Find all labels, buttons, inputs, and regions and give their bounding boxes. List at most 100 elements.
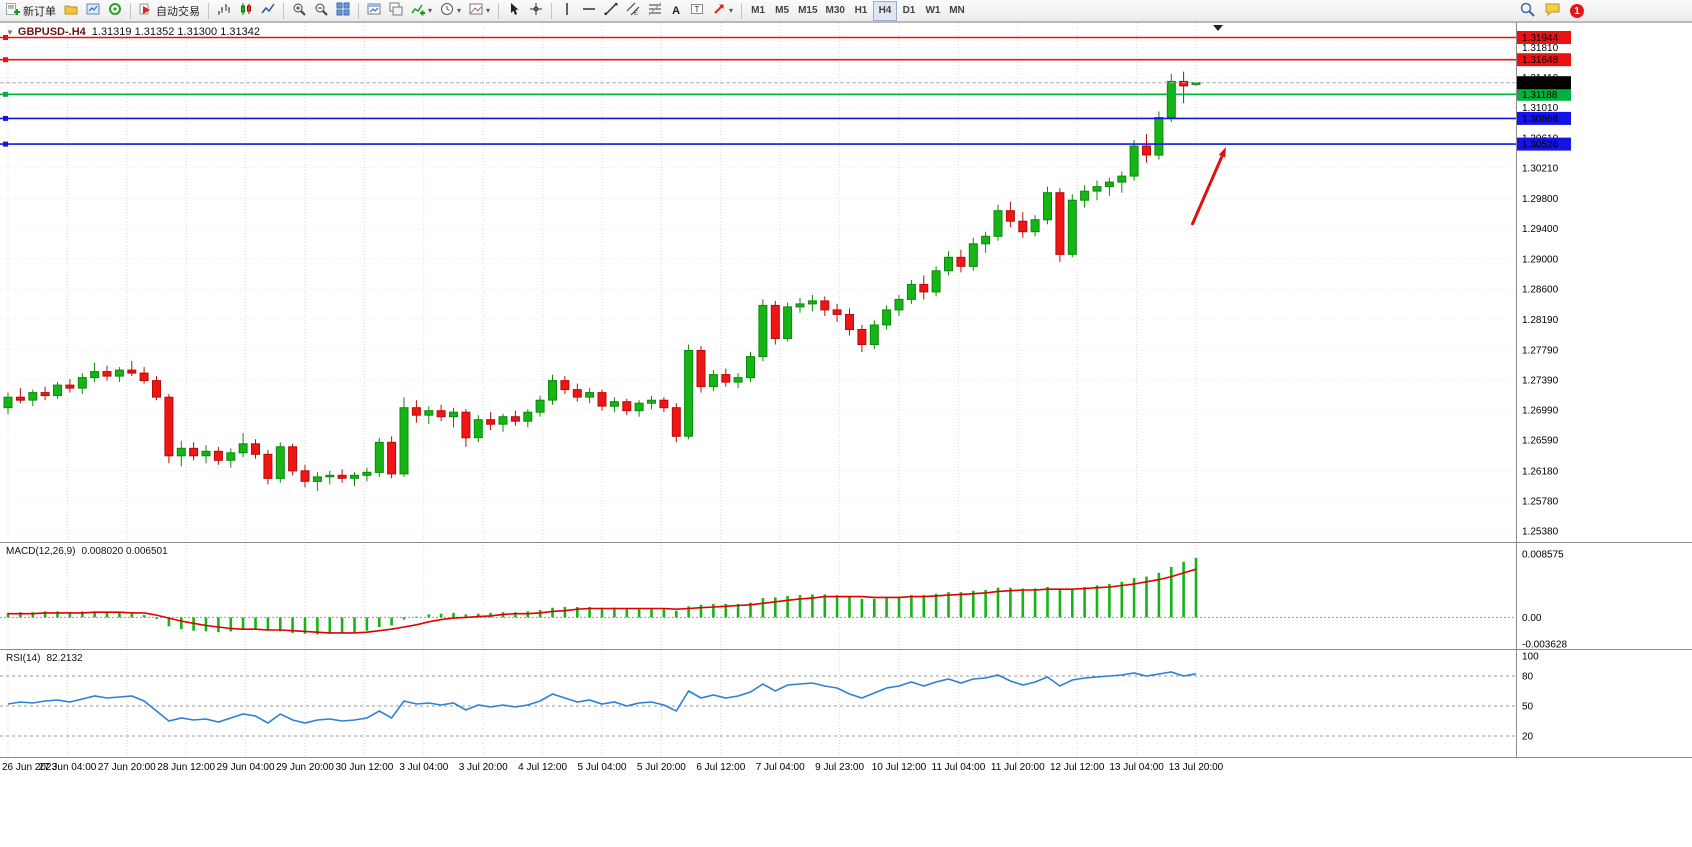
crosshair-tool-button[interactable]: [525, 1, 547, 21]
svg-text:1.30526: 1.30526: [1522, 140, 1559, 151]
crosshair-icon: [529, 2, 543, 19]
notification-badge[interactable]: 1: [1570, 4, 1584, 18]
hline-handle[interactable]: [3, 91, 8, 97]
search-icon[interactable]: [1520, 2, 1535, 20]
timeframe-button-w1[interactable]: W1: [921, 1, 945, 21]
macd-axis-label: -0.003628: [1522, 640, 1567, 651]
navigator-button[interactable]: [104, 1, 126, 21]
toolbar-separator: [208, 2, 209, 19]
svg-text:T: T: [695, 5, 700, 14]
vertical-line-tool-button[interactable]: [556, 1, 578, 21]
auto-trading-label: 自动交易: [156, 5, 200, 18]
hline-handle[interactable]: [3, 57, 8, 63]
horizontal-line-tool-button[interactable]: [578, 1, 600, 21]
timeframe-button-m1[interactable]: M1: [746, 1, 770, 21]
zoom-out-button[interactable]: [310, 1, 332, 21]
toolbar-right-group: 1: [1516, 0, 1584, 22]
arrows-tool-button[interactable]: ▾: [708, 1, 737, 21]
trendline-tool-button[interactable]: [600, 1, 622, 21]
time-axis-label: 4 Jul 12:00: [518, 762, 567, 773]
text-tool-button[interactable]: A: [666, 1, 686, 21]
time-axis-label: 5 Jul 20:00: [637, 762, 686, 773]
horizontal-line-icon: [582, 2, 596, 19]
hline-price-box: [1517, 53, 1571, 67]
auto-trading-icon: [139, 2, 153, 19]
rsi-indicator-name: RSI(14): [6, 653, 41, 664]
tile-windows-button[interactable]: [332, 1, 354, 21]
time-axis-label: 29 Jun 20:00: [276, 762, 334, 773]
cursor-icon: [507, 2, 521, 19]
timeframe-button-mn[interactable]: MN: [945, 1, 969, 21]
svg-text:1.31648: 1.31648: [1522, 55, 1559, 66]
price-axis-tick: 1.31810: [1522, 43, 1559, 54]
time-axis-label: 3 Jul 20:00: [459, 762, 508, 773]
chart-title: ▼ GBPUSD-.H4 1.31319 1.31352 1.31300 1.313…: [6, 26, 260, 38]
hline-price-box: [1517, 31, 1571, 44]
hline-price-box: [1517, 137, 1571, 151]
indicators-button[interactable]: ▾: [407, 1, 436, 21]
price-axis-tick: 1.25380: [1522, 527, 1559, 538]
toolbar-separator: [358, 2, 359, 19]
chart-canvas[interactable]: 1.318101.314101.310101.306101.302101.298…: [0, 22, 1692, 847]
oneclick-expand-icon[interactable]: ▼: [6, 27, 14, 37]
timeframe-button-m30[interactable]: M30: [822, 1, 849, 21]
toolbar-separator: [741, 2, 743, 19]
trendline-icon: [604, 2, 618, 19]
candlestick-series: [3, 71, 1201, 492]
timeframe-button-m15[interactable]: M15: [794, 1, 821, 21]
time-axis-label: 5 Jul 04:00: [578, 762, 627, 773]
toolbar-separator: [130, 2, 131, 19]
templates-button[interactable]: ▾: [465, 1, 494, 21]
time-axis-label: 9 Jul 23:00: [815, 762, 864, 773]
arrow-shape-icon: [712, 2, 726, 19]
new-chart-window-button[interactable]: [363, 1, 385, 21]
timeframe-button-d1[interactable]: D1: [897, 1, 921, 21]
main-toolbar: 新订单 自动交易 ▾ ▾ ▾ E A T ▾: [0, 0, 1692, 22]
chat-icon[interactable]: [1545, 2, 1560, 20]
price-axis-tick: 1.28600: [1522, 284, 1559, 295]
hline-handle[interactable]: [3, 115, 8, 121]
cascade-windows-button[interactable]: [385, 1, 407, 21]
hline-handle[interactable]: [3, 141, 8, 147]
cursor-tool-button[interactable]: [503, 1, 525, 21]
bar-chart-mode-button[interactable]: [213, 1, 235, 21]
label-tool-button[interactable]: T: [686, 1, 708, 21]
time-axis-label: 30 Jun 12:00: [335, 762, 393, 773]
auto-trading-button[interactable]: 自动交易: [135, 1, 204, 21]
timeframe-button-h1[interactable]: H1: [849, 1, 873, 21]
line-chart-mode-button[interactable]: [257, 1, 279, 21]
price-axis-tick: 1.27790: [1522, 345, 1559, 356]
navigator-icon: [108, 2, 122, 19]
svg-text:1.31342: 1.31342: [1522, 78, 1559, 89]
price-axis-tick: 1.30210: [1522, 163, 1559, 174]
new-order-icon: [6, 2, 20, 19]
chart-symbol-period: GBPUSD-.H4: [17, 26, 86, 38]
time-axis-label: 7 Jul 04:00: [756, 762, 805, 773]
cascade-windows-icon: [389, 2, 403, 19]
candlestick-mode-button[interactable]: [235, 1, 257, 21]
macd-title: MACD(12,26,9) 0.008020 0.006501: [6, 546, 168, 557]
timeframe-button-m5[interactable]: M5: [770, 1, 794, 21]
price-axis-tick: 1.31010: [1522, 103, 1559, 114]
arrow-annotation[interactable]: [1190, 147, 1226, 226]
time-axis-label: 26 Jun 2023: [2, 762, 57, 773]
timeframe-button-h4[interactable]: H4: [872, 0, 897, 21]
zoom-in-icon: [292, 2, 306, 19]
chevron-down-icon: ▾: [428, 5, 433, 15]
new-order-button[interactable]: 新订单: [2, 1, 60, 21]
periods-button[interactable]: ▾: [436, 1, 465, 21]
zoom-in-button[interactable]: [288, 1, 310, 21]
fibonacci-tool-button[interactable]: [644, 1, 666, 21]
price-axis-tick: 1.26990: [1522, 405, 1559, 416]
svg-text:1.31944: 1.31944: [1522, 33, 1559, 44]
text-icon: A: [672, 4, 681, 17]
rsi-axis-label: 100: [1522, 652, 1539, 663]
toolbar-separator: [283, 2, 284, 19]
channel-icon: E: [626, 2, 640, 19]
profiles-button[interactable]: [60, 1, 82, 21]
market-watch-button[interactable]: [82, 1, 104, 21]
chart-shift-marker[interactable]: [1213, 25, 1223, 31]
hline-handle[interactable]: [3, 35, 8, 40]
channel-tool-button[interactable]: E: [622, 1, 644, 21]
time-axis-label: 13 Jul 04:00: [1109, 762, 1164, 773]
